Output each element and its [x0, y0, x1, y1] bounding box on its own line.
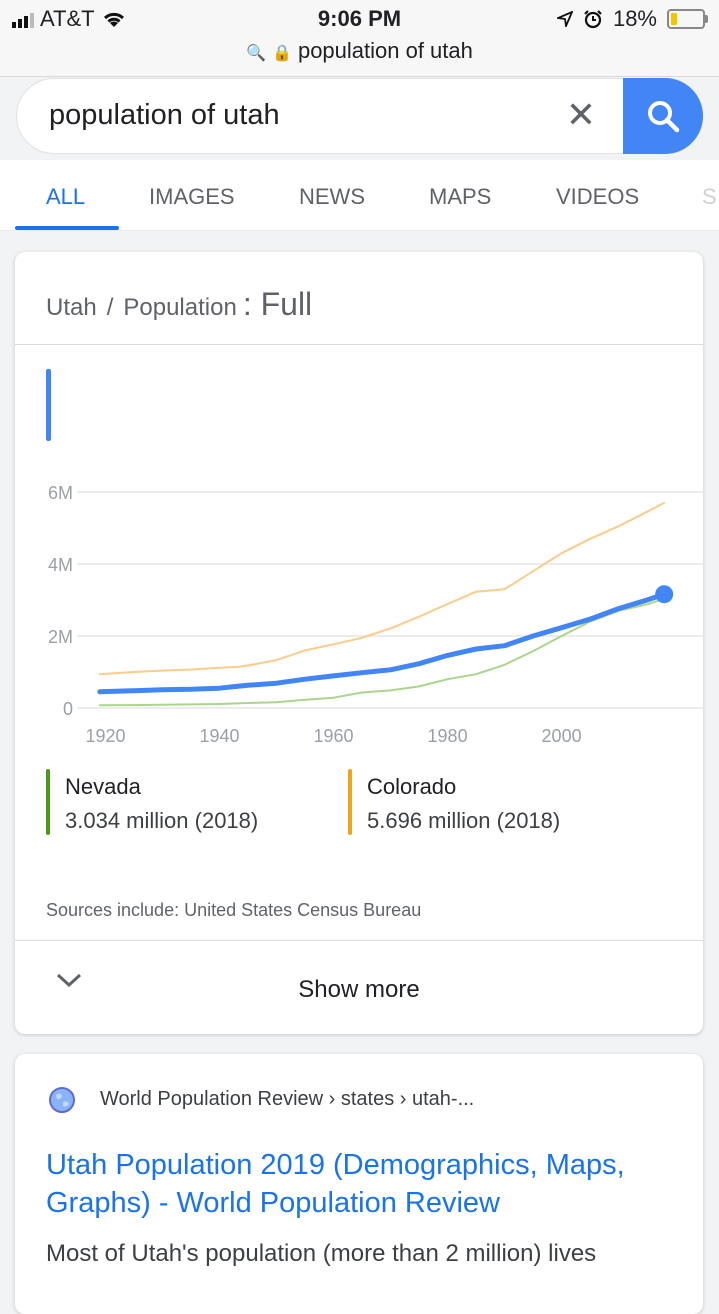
location-arrow-icon	[556, 11, 573, 27]
globe-icon	[49, 1087, 75, 1113]
legend-nevada-name: Nevada	[65, 774, 141, 799]
status-bar: AT&T 9:06 PM 18% 🔍 🔒 population of utah	[0, 0, 719, 77]
search-input[interactable]: population of utah ✕	[16, 78, 703, 154]
legend-colorado[interactable]: Colorado 5.696 million (2018)	[367, 774, 560, 834]
carrier-group: AT&T	[12, 6, 127, 32]
y-tick-label: 6M	[48, 483, 73, 503]
search-button[interactable]	[623, 78, 703, 154]
carrier-label: AT&T	[40, 6, 95, 31]
x-tick-label: 1980	[428, 726, 468, 746]
tab-images[interactable]: IMAGES	[149, 184, 235, 209]
search-icon	[648, 101, 680, 133]
active-tab-indicator	[15, 226, 119, 230]
series-line-utah	[97, 591, 667, 695]
show-more-label: Show more	[298, 976, 420, 1003]
url-text: population of utah	[297, 38, 473, 63]
legend-nevada-value: 3.034 million (2018)	[65, 808, 259, 833]
legend-colorado-name: Colorado	[367, 774, 457, 799]
search-result: World Population Review › states › utah-…	[15, 1054, 703, 1314]
alarm-icon	[584, 10, 602, 29]
battery-icon	[667, 9, 708, 29]
series-endpoint-utah	[655, 585, 674, 604]
result-title-link[interactable]: Utah Population 2019 (Demographics, Maps…	[46, 1149, 625, 1219]
breadcrumb: Utah / Population: Full	[46, 286, 312, 323]
search-query[interactable]: population of utah	[49, 99, 280, 131]
series-line-nevada	[98, 597, 666, 707]
x-tick-label: 2000	[542, 726, 582, 746]
lock-icon: 🔒	[272, 45, 292, 62]
chevron-down-icon	[56, 973, 82, 988]
clock: 9:06 PM	[317, 6, 402, 31]
crumb-mode: : Full	[242, 286, 313, 322]
tab-maps[interactable]: MAPS	[429, 184, 492, 209]
result-snippet: Most of Utah's population (more than 2 m…	[46, 1240, 597, 1267]
x-tick-label: 1960	[314, 726, 354, 746]
crumb-separator: /	[106, 294, 114, 321]
status-right: 18%	[556, 6, 708, 32]
legend-colorado-value: 5.696 million (2018)	[367, 808, 561, 833]
battery-percent: 18%	[612, 6, 657, 31]
population-card: Utah / Population: Full 0 2M 4M 6M 1920 1940 196…	[15, 252, 705, 1034]
wifi-icon	[103, 12, 124, 27]
clear-icon[interactable]: ✕	[565, 94, 596, 135]
legend-swatch-colorado	[348, 769, 352, 835]
divider	[15, 344, 703, 345]
result-source[interactable]: World Population Review › states › utah-…	[100, 1088, 475, 1110]
y-tick-label: 2M	[48, 627, 73, 647]
signal-icon	[12, 10, 34, 28]
search-small-icon: 🔍	[246, 45, 267, 62]
x-tick-label: 1920	[85, 726, 125, 746]
url-bar[interactable]: 🔍 🔒 population of utah	[0, 38, 719, 64]
population-chart[interactable]: 0 2M 4M 6M 1920 1940 1960 1980 2000	[15, 478, 705, 748]
tab-videos[interactable]: VIDEOS	[556, 184, 640, 209]
legend-swatch-nevada	[46, 769, 50, 835]
y-tick-label: 0	[63, 699, 73, 719]
utah-series-marker	[46, 369, 51, 441]
divider	[15, 940, 703, 941]
x-tick-label: 1940	[199, 726, 239, 746]
crumb-place[interactable]: Utah	[46, 294, 97, 321]
tab-all[interactable]: ALL	[46, 184, 86, 209]
show-more-button[interactable]: Show more	[15, 942, 703, 1034]
legend-nevada[interactable]: Nevada 3.034 million (2018)	[65, 774, 258, 834]
crumb-topic: Population	[123, 294, 237, 321]
sources-text: Sources include: United States Census Bu…	[46, 900, 422, 920]
y-tick-label: 4M	[48, 555, 73, 575]
series-line-colorado	[98, 501, 666, 676]
tab-shopping[interactable]: S	[702, 184, 717, 209]
tab-news[interactable]: NEWS	[299, 184, 365, 209]
search-tabs: ALL IMAGES NEWS MAPS VIDEOS S	[0, 160, 719, 231]
